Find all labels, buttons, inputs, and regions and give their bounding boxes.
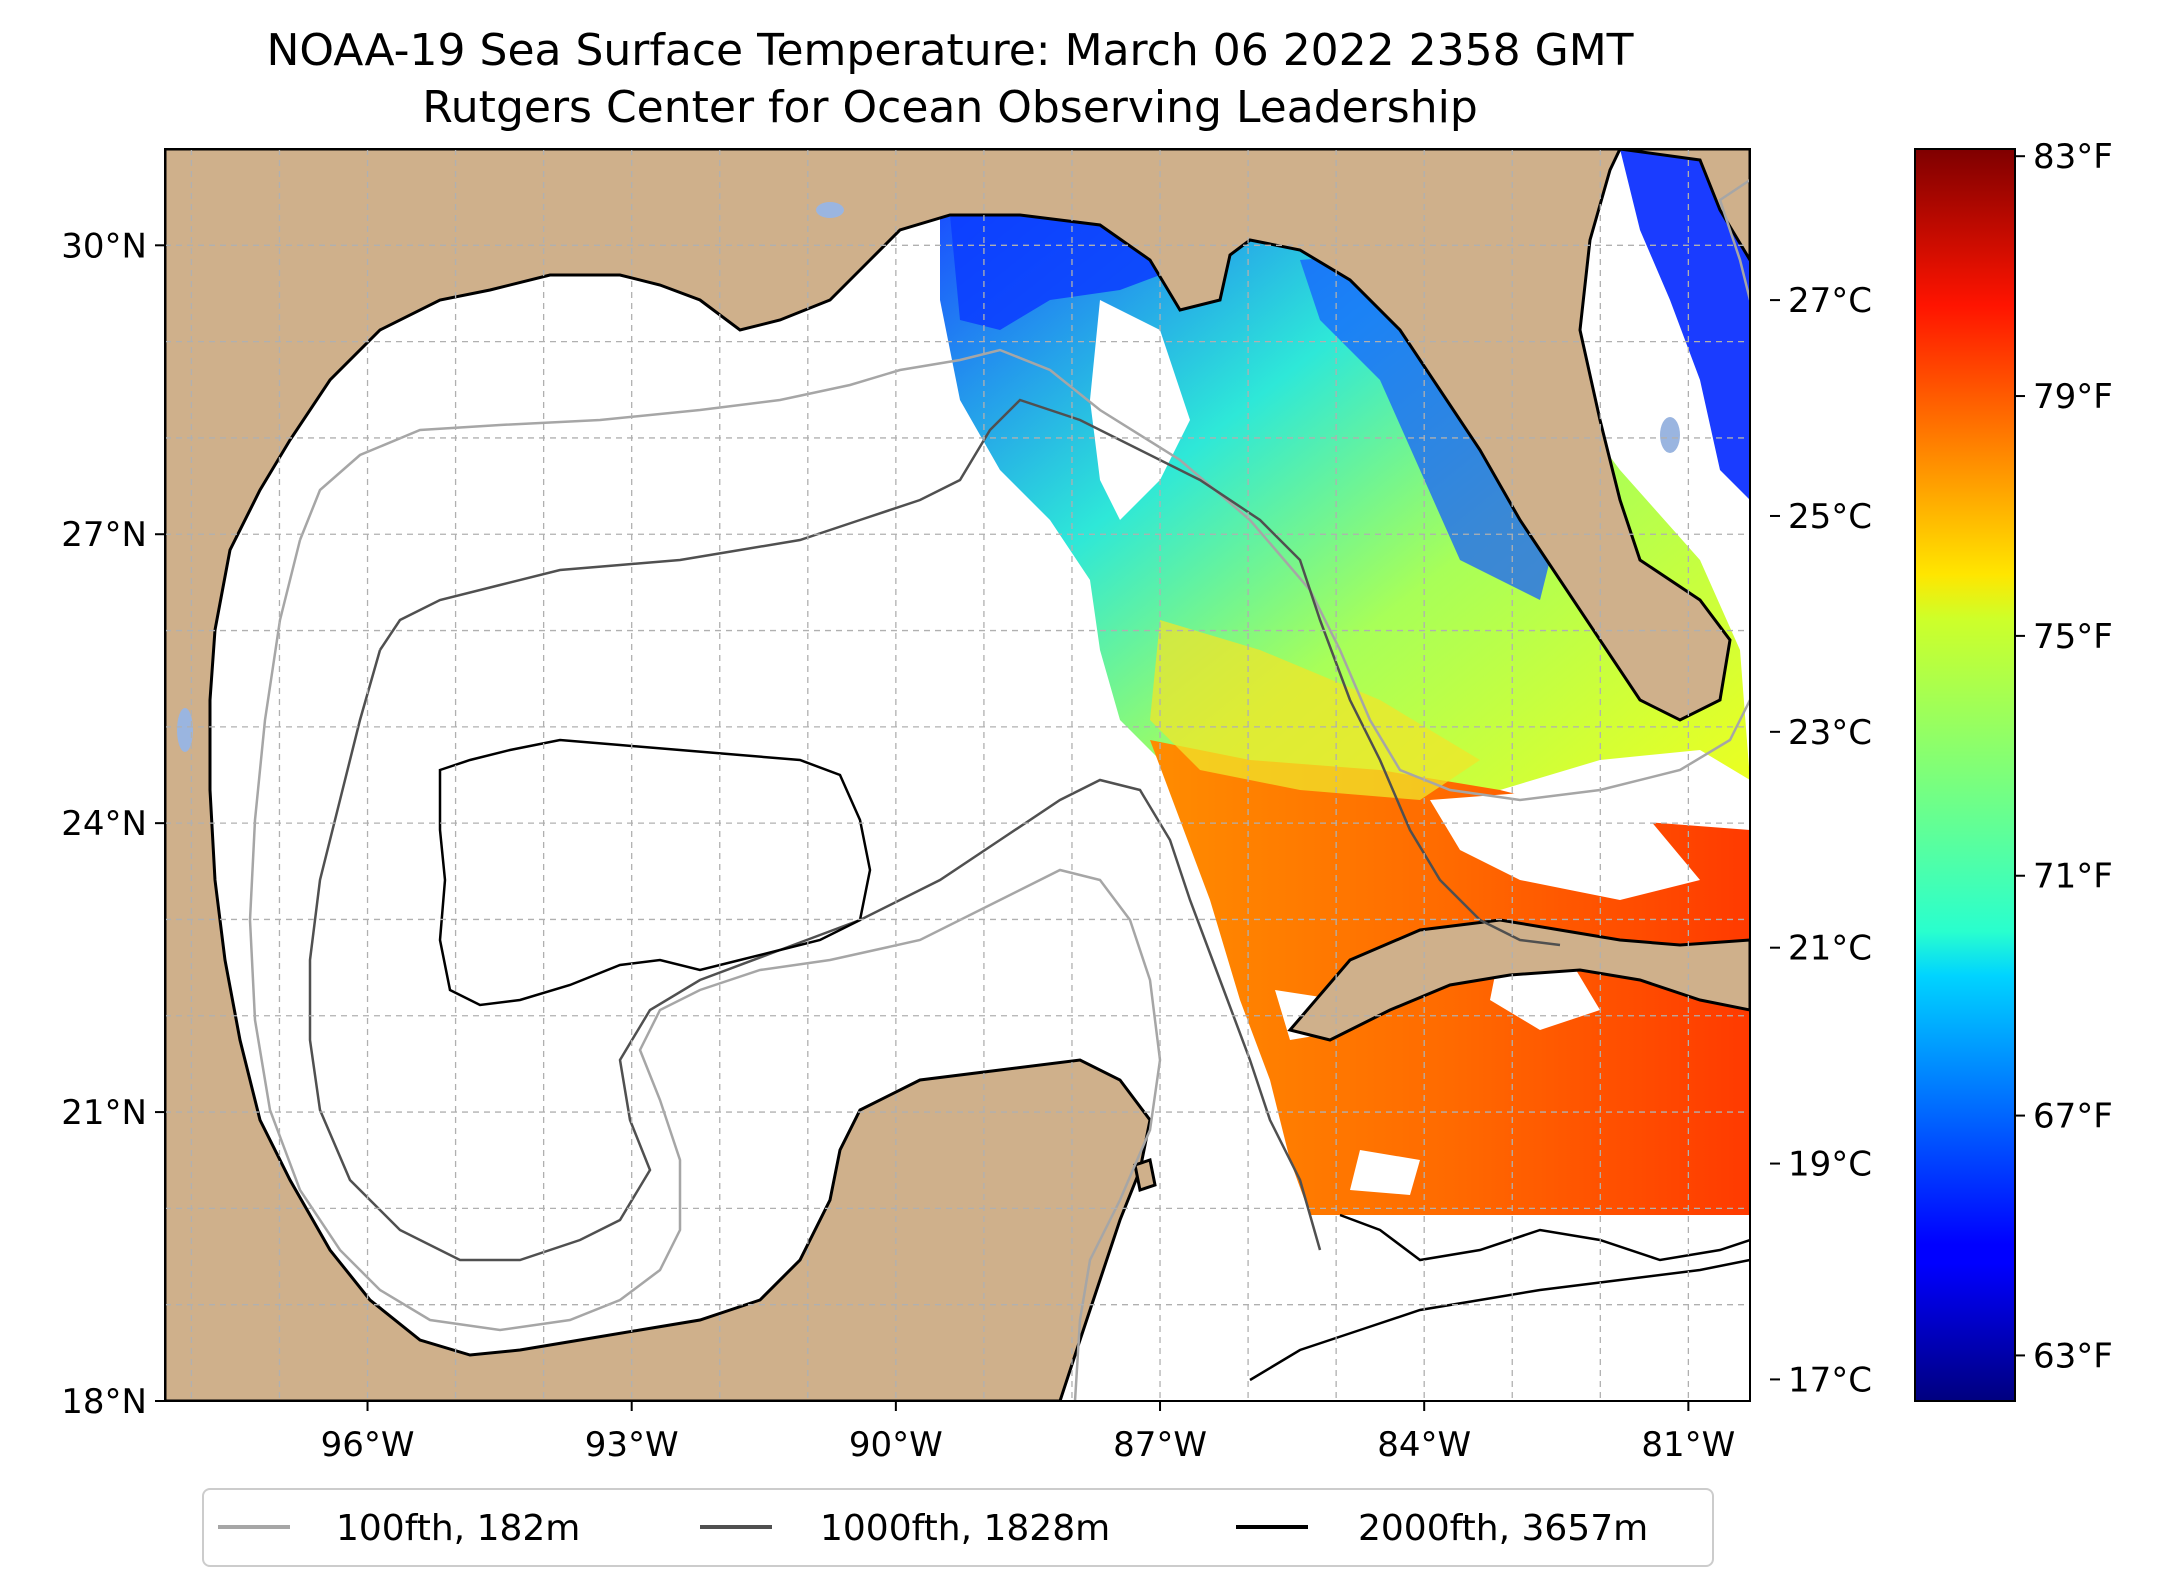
fahrenheit-tick-label: 67°F (2033, 1097, 2113, 1137)
contour-100fth (248, 539, 1162, 1401)
contour-1000fth (308, 649, 1322, 1262)
colorbar-fahrenheit-axis: 63°F 67°F 71°F 75°F 79°F 83°F (2015, 137, 2113, 1376)
lon-tick-label: 96°W (321, 1425, 415, 1465)
celsius-tick-label: 17°C (1788, 1360, 1872, 1400)
cloud-gap (1350, 1150, 1420, 1195)
longitude-axis: 96°W 93°W 90°W 87°W 84°W 81°W (321, 1401, 1735, 1465)
legend-label-2000fth: 2000fth, 3657m (1358, 1508, 1648, 1549)
legend-box (202, 1488, 1714, 1567)
lagoon-madre (177, 708, 193, 752)
colorbar (1914, 148, 2016, 1402)
lat-tick-label: 21°N (61, 1093, 147, 1133)
lon-tick-label: 93°W (585, 1425, 679, 1465)
bathymetry-2000fth (438, 738, 1750, 1382)
graticule (165, 149, 1750, 1401)
land-cuba (1287, 918, 1750, 1042)
contour-2000fth (438, 738, 872, 1007)
fahrenheit-tick-label: 63°F (2033, 1336, 2113, 1376)
lat-tick-label: 30°N (61, 226, 147, 266)
lon-tick-label: 87°W (1113, 1425, 1207, 1465)
lon-tick-label: 90°W (849, 1425, 943, 1465)
lat-tick-label: 24°N (61, 804, 147, 844)
latitude-axis: 18°N 21°N 24°N 27°N 30°N (61, 226, 165, 1422)
fahrenheit-tick-label: 71°F (2033, 857, 2113, 897)
contour-100fth (1718, 178, 1750, 301)
lat-tick-label: 27°N (61, 515, 147, 555)
land-cozumel (1133, 1158, 1157, 1192)
celsius-tick-label: 19°C (1788, 1145, 1872, 1185)
legend-entry-1000fth: 1000fth, 1828m (700, 1508, 1110, 1549)
celsius-tick-label: 25°C (1788, 497, 1872, 537)
sst-atlantic-strip (1620, 149, 1750, 500)
title-line-1: NOAA-19 Sea Surface Temperature: March 0… (266, 25, 1633, 76)
legend-label-1000fth: 1000fth, 1828m (820, 1508, 1110, 1549)
lat-tick-label: 18°N (61, 1382, 147, 1422)
legend-entry-100fth: 100fth, 182m (218, 1508, 580, 1549)
sst-transition-band (1150, 620, 1480, 800)
fahrenheit-tick-label: 75°F (2033, 617, 2113, 657)
contour-2000fth (1249, 1258, 1750, 1382)
celsius-tick-label: 27°C (1788, 281, 1872, 321)
map-panel (165, 149, 1750, 1401)
cloud-gap (1090, 300, 1190, 520)
celsius-tick-label: 23°C (1788, 713, 1872, 753)
contour-1000fth (378, 398, 1561, 947)
bathymetry-100fth (248, 178, 1750, 1401)
contour-2000fth (1339, 1213, 1750, 1262)
legend-entry-2000fth: 2000fth, 3657m (1236, 1508, 1648, 1549)
fahrenheit-tick-label: 79°F (2033, 377, 2113, 417)
land (165, 149, 1750, 1401)
celsius-tick-label: 21°C (1788, 929, 1872, 969)
lakes (177, 202, 1680, 752)
title-line-2: Rutgers Center for Ocean Observing Leade… (422, 82, 1478, 133)
lake-pontchartrain (816, 202, 844, 218)
contour-100fth (298, 348, 1750, 802)
lon-tick-label: 84°W (1377, 1425, 1471, 1465)
legend-label-100fth: 100fth, 182m (336, 1508, 580, 1549)
cloud-gap (1430, 790, 1700, 900)
fahrenheit-tick-label: 83°F (2033, 137, 2113, 177)
lake-okeechobee (1660, 417, 1680, 453)
colorbar-celsius-axis: 17°C 19°C 21°C 23°C 25°C 27°C (1770, 281, 1872, 1400)
land-north-america (165, 149, 1750, 1401)
map-frame (164, 148, 1751, 1402)
bathymetry-1000fth (308, 398, 1561, 1262)
lon-tick-label: 81°W (1641, 1425, 1735, 1465)
